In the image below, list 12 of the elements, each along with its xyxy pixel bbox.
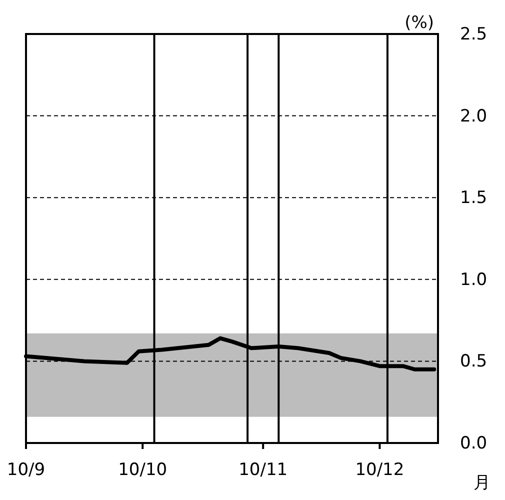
y-tick-label: 0.5 — [460, 352, 488, 372]
y-tick-label: 1.5 — [460, 188, 488, 208]
y-tick-label: 1.0 — [460, 270, 488, 290]
y-tick-label: 2.0 — [460, 106, 488, 126]
x-axis-title: 月 — [474, 473, 490, 493]
x-tick-label: 10/9 — [6, 460, 46, 480]
x-tick-label: 10/12 — [355, 460, 404, 480]
y-tick-label: 2.5 — [460, 24, 488, 44]
x-tick-label: 10/11 — [238, 460, 288, 480]
y-axis-title: (%) — [404, 13, 434, 33]
x-tick-label: 10/10 — [118, 460, 168, 480]
y-tick-label: 0.0 — [460, 433, 488, 454]
